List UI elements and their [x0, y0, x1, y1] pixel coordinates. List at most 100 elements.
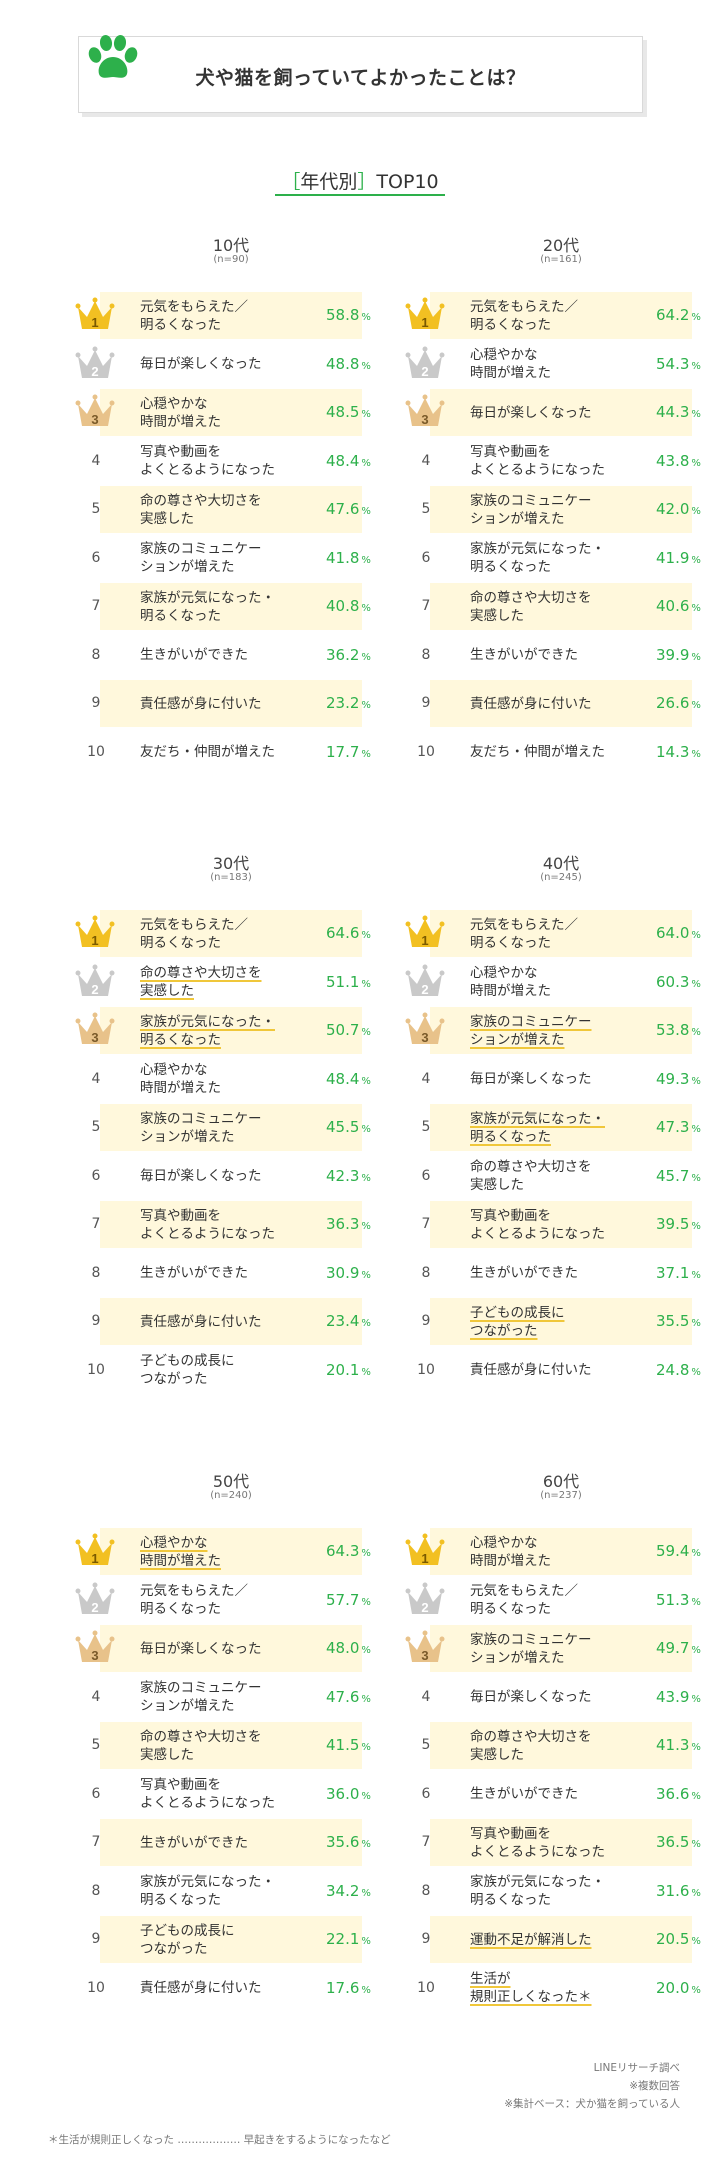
sample-size: (n=90)	[213, 254, 249, 265]
rank-number: 6	[91, 1167, 101, 1184]
item-label-line: 命の尊さや大切さを	[140, 965, 262, 981]
subtitle-tail: TOP10	[376, 171, 439, 193]
percentage-number: 42.3	[326, 1166, 360, 1185]
item-label-line: 元気をもらえた／	[470, 1583, 578, 1599]
age-group-label: 50代	[212, 1472, 250, 1491]
item-label-line: 明るくなった	[140, 316, 221, 333]
item-label-line: 家族のコミュニケー	[470, 1631, 592, 1648]
ranking-row: 4 毎日が楽しくなった 43.9%	[370, 1674, 701, 1721]
ranking-row: 3 毎日が楽しくなった 44.3%	[370, 389, 701, 436]
item-label-line: 家族が元気になった・	[140, 1874, 275, 1890]
age-group-panel: 50代 (n=240) 1 心穏やかな 時間が増えた 64.3% 2 元気をもらえた／…	[40, 1468, 371, 2013]
percentage-unit: %	[361, 1790, 371, 1802]
percentage-unit: %	[361, 1645, 371, 1656]
percentage-value: 36.5%	[656, 1833, 701, 1851]
percentage-value: 49.3%	[656, 1070, 701, 1088]
item-label: 友だち・仲間が増えた	[470, 729, 645, 776]
percentage-value: 64.0%	[656, 924, 701, 942]
percentage-unit: %	[691, 930, 701, 941]
item-label: 友だち・仲間が増えた	[140, 729, 315, 776]
credit-multiple-answers: ※複数回答	[629, 2080, 680, 2092]
item-label-line: 毎日が楽しくなった	[140, 1640, 262, 1657]
item-label-line: 命の尊さや大切さを	[140, 1728, 262, 1745]
row-highlight	[430, 1528, 692, 1575]
percentage-value: 14.3%	[656, 743, 701, 761]
ranking-row: 5 命の尊さや大切さを 実感した 41.5%	[40, 1722, 371, 1769]
item-label-line: 家族のコミュニケー	[470, 1013, 592, 1030]
percentage-unit: %	[691, 1124, 701, 1135]
percentage-unit: %	[691, 1221, 701, 1232]
percentage-number: 36.5	[656, 1833, 690, 1851]
percentage-number: 54.3	[656, 354, 690, 373]
percentage-value: 41.9%	[656, 549, 701, 567]
percentage-value: 64.6%	[326, 924, 371, 942]
row-highlight	[430, 1819, 692, 1866]
percentage-number: 24.8	[656, 1360, 690, 1379]
item-label-line: 心穏やかな	[140, 395, 208, 412]
item-label-line: 明るくなった	[470, 316, 551, 333]
row-highlight	[430, 910, 692, 957]
percentage-unit: %	[691, 651, 701, 663]
item-label-line: 心穏やかな	[140, 1534, 208, 1551]
percentage-value: 23.2%	[326, 694, 371, 712]
ranking-row: 9 子どもの成長に つながった 22.1%	[40, 1916, 371, 1963]
rank-number: 7	[91, 1216, 101, 1232]
item-label-line: 生活が	[470, 1971, 511, 1987]
percentage-number: 23.4	[326, 1312, 360, 1330]
percentage-number: 64.0	[656, 924, 690, 942]
percentage-value: 20.5%	[656, 1930, 701, 1948]
item-label-line: 生きがいができた	[140, 647, 248, 663]
item-label-line: 時間が増えた	[140, 1552, 221, 1569]
item-label-line: 生きがいができた	[470, 647, 578, 663]
percentage-value: 31.6%	[656, 1882, 701, 1900]
rank-number: 6	[421, 549, 431, 566]
percentage-value: 51.1%	[326, 973, 371, 991]
percentage-unit: %	[361, 1742, 371, 1753]
crown-rank-text: 3	[91, 1030, 98, 1045]
percentage-number: 57.7	[326, 1590, 360, 1609]
percentage-number: 53.8	[656, 1021, 690, 1039]
percentage-unit: %	[691, 603, 701, 614]
item-label: 責任感が身に付いた	[140, 680, 315, 727]
ranking-row: 9 責任感が身に付いた 23.4%	[40, 1298, 371, 1345]
item-label-line: 生きがいができた	[140, 1834, 248, 1851]
crown-icon: 3	[405, 1012, 445, 1045]
row-highlight	[430, 1722, 692, 1769]
percentage-unit: %	[691, 506, 701, 517]
row-highlight	[100, 1722, 362, 1769]
rank-number: 6	[91, 1785, 101, 1802]
item-label-line: よくとるようになった	[140, 1795, 275, 1811]
sample-size: (n=161)	[540, 254, 582, 265]
percentage-unit: %	[361, 1269, 371, 1281]
item-label-line: 毎日が楽しくなった	[470, 1689, 592, 1705]
item-label-line: よくとるようになった	[470, 1843, 605, 1860]
item-label-line: よくとるようになった	[470, 462, 605, 478]
item-label: 責任感が身に付いた	[140, 1965, 315, 2012]
percentage-number: 58.8	[326, 306, 360, 324]
ranking-row: 4 家族のコミュニケー ションが増えた 47.6%	[40, 1674, 371, 1721]
percentage-unit: %	[691, 1548, 701, 1559]
percentage-unit: %	[361, 1936, 371, 1947]
item-label: 生きがいができた	[140, 632, 315, 679]
row-highlight	[100, 1916, 362, 1963]
item-label-line: 責任感が身に付いた	[140, 1980, 262, 1996]
credit-base: ※集計ベース：犬か猫を飼っている人	[504, 2098, 680, 2110]
subtitle-bracket-open: ［	[281, 171, 301, 193]
percentage-number: 34.2	[326, 1881, 360, 1900]
item-label-line: 時間が増えた	[140, 413, 221, 430]
percentage-number: 47.6	[326, 500, 360, 518]
age-group-panel: 10代 (n=90) 1 元気をもらえた／ 明るくなった 58.8% 2 毎日が楽しく…	[40, 232, 371, 777]
percentage-number: 64.3	[326, 1542, 360, 1560]
ranking-row: 7 写真や動画を よくとるようになった 36.3%	[40, 1201, 371, 1248]
percentage-value: 51.3%	[656, 1591, 701, 1609]
percentage-unit: %	[691, 1693, 701, 1705]
percentage-unit: %	[361, 651, 371, 663]
section-subtitle: ［年代別］TOP10	[0, 167, 720, 194]
crown-rank-text: 1	[421, 315, 428, 330]
percentage-unit: %	[361, 603, 371, 614]
percentage-unit: %	[361, 1839, 371, 1850]
crown-icon: 2	[405, 346, 445, 379]
rank-number: 7	[421, 1216, 431, 1232]
percentage-unit: %	[691, 1366, 701, 1378]
item-label: 写真や動画を よくとるようになった	[140, 1771, 315, 1818]
